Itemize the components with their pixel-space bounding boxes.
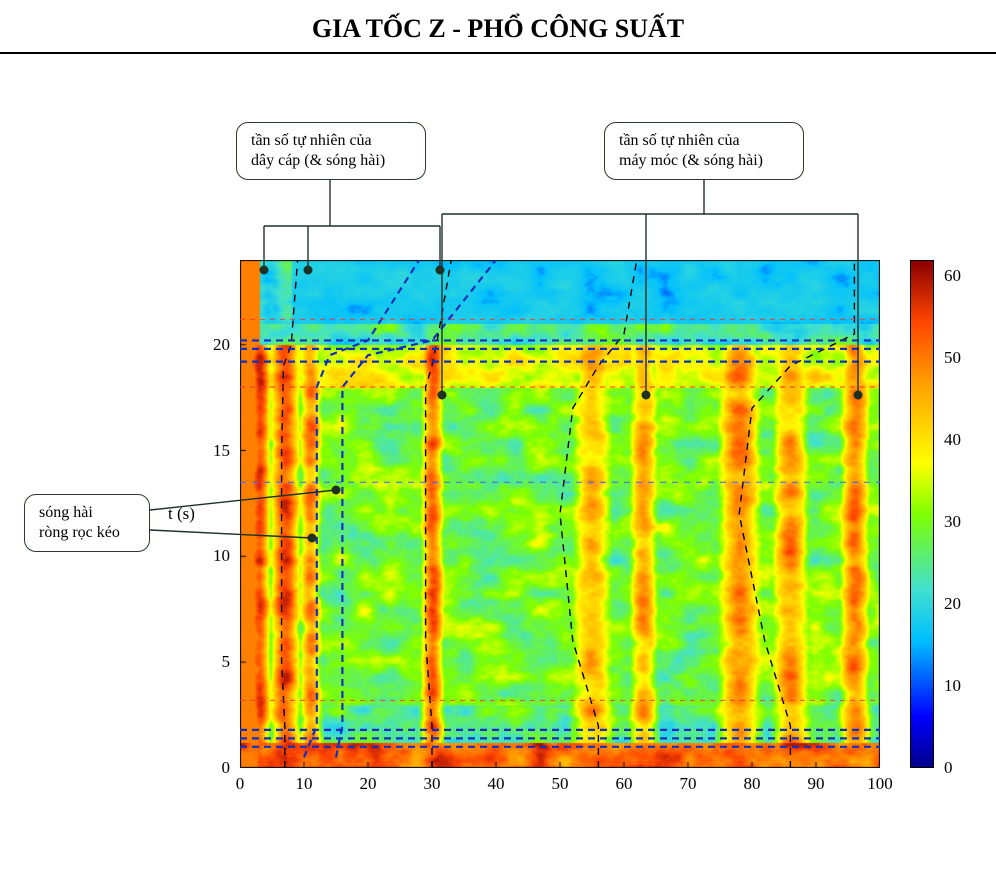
axis-tick: 20: [213, 335, 230, 355]
axis-tick: 10: [944, 676, 961, 696]
title-rule: [0, 52, 996, 54]
title-text: GIA TỐC Z - PHỔ CÔNG SUẤT: [312, 14, 684, 43]
axis-tick: 15: [213, 441, 230, 461]
colorbar: [910, 260, 934, 768]
axis-tick: 0: [236, 774, 245, 794]
axis-tick: 50: [552, 774, 569, 794]
axis-tick: 80: [744, 774, 761, 794]
callout-pulley-line1: sóng hài: [39, 503, 135, 523]
callout-cable-line1: tần số tự nhiên của: [251, 131, 411, 151]
callout-pulley-line2: ròng rọc kéo: [39, 523, 135, 543]
page-title: GIA TỐC Z - PHỔ CÔNG SUẤT: [0, 0, 996, 44]
axis-tick: 100: [867, 774, 893, 794]
axis-tick: 90: [808, 774, 825, 794]
axis-tick: 60: [616, 774, 633, 794]
spectrogram-plot: [240, 260, 880, 768]
axis-tick: 30: [424, 774, 441, 794]
axis-tick: 10: [296, 774, 313, 794]
axis-tick: 40: [488, 774, 505, 794]
axis-tick: 5: [222, 652, 231, 672]
colorbar-gradient: [910, 260, 934, 768]
axis-tick: 0: [222, 758, 231, 778]
axis-tick: 60: [944, 266, 961, 286]
axis-tick: 10: [213, 546, 230, 566]
callout-cable-line2: dây cáp (& sóng hài): [251, 151, 411, 171]
axis-tick: 20: [360, 774, 377, 794]
axis-tick: 40: [944, 430, 961, 450]
callout-cable-frequencies: tần số tự nhiên của dây cáp (& sóng hài): [236, 122, 426, 180]
callout-pulley-harmonics: sóng hài ròng rọc kéo: [24, 494, 150, 552]
axis-tick: 70: [680, 774, 697, 794]
callout-machinery-line1: tần số tự nhiên của: [619, 131, 789, 151]
y-axis-title: t (s): [168, 504, 195, 524]
axis-tick: 20: [944, 594, 961, 614]
callout-machinery-frequencies: tần số tự nhiên của máy móc (& sóng hài): [604, 122, 804, 180]
axis-tick: 0: [944, 758, 953, 778]
callout-machinery-line2: máy móc (& sóng hài): [619, 151, 789, 171]
heatmap-canvas: [240, 260, 880, 768]
y-axis-title-text: t (s): [168, 504, 195, 523]
axis-tick: 30: [944, 512, 961, 532]
axis-tick: 50: [944, 348, 961, 368]
